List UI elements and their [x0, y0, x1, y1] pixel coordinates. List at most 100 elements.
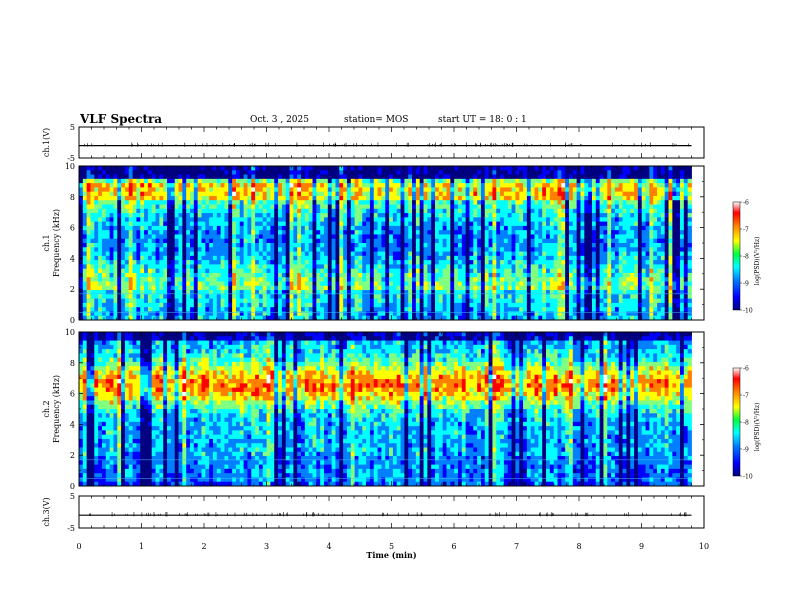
spectrogram-cell — [193, 238, 199, 244]
spectrogram-cell — [247, 204, 252, 210]
spectrogram-cell — [473, 187, 478, 193]
spectrogram-cell — [446, 272, 451, 278]
spectrogram-cell — [289, 200, 294, 205]
spectrogram-cell — [465, 307, 470, 312]
spectrogram-cell — [454, 285, 459, 291]
spectrogram-cell — [362, 170, 367, 175]
spectrogram-cell — [301, 281, 306, 287]
spectrogram-cell — [480, 166, 486, 171]
spectrogram-cell — [404, 264, 409, 270]
spectrogram-cell — [304, 307, 310, 312]
spectrogram-cell — [289, 238, 294, 244]
spectrogram-cell — [346, 260, 352, 265]
spectrogram-cell — [373, 290, 378, 295]
spectrogram-cell — [339, 170, 344, 175]
spectrogram-cell — [362, 200, 367, 205]
spectrogram-cell — [132, 243, 137, 248]
spectrogram-cell — [205, 264, 210, 270]
spectrogram-cell — [301, 178, 306, 184]
spectrogram-cell — [381, 230, 386, 235]
spectrogram-cell — [170, 285, 176, 291]
spectrogram-cell — [301, 187, 306, 193]
spectrogram-cell — [186, 260, 191, 265]
spectrogram-cell — [507, 247, 512, 252]
spectrogram-cell — [82, 294, 88, 300]
spectrogram-cell — [312, 238, 317, 244]
spectrogram-cell — [377, 204, 382, 210]
spectrogram-cell — [358, 178, 363, 184]
spectrogram-cell — [140, 187, 145, 193]
spectrogram-cell — [117, 195, 122, 201]
spectrogram-cell — [320, 230, 325, 235]
spectrogram-cell — [147, 260, 153, 265]
spectrogram-cell — [339, 294, 344, 300]
spectrogram-cell — [197, 298, 202, 304]
spectrogram-cell — [262, 315, 267, 321]
spectrogram-cell — [438, 174, 444, 180]
spectrogram-cell — [500, 183, 505, 188]
spectrogram-cell — [297, 195, 302, 201]
spectrogram-cell — [205, 247, 210, 252]
spectrogram-cell — [270, 315, 275, 321]
spectrogram-cell — [101, 294, 107, 300]
spectrogram-cell — [285, 315, 290, 321]
spectrogram-cell — [423, 183, 428, 188]
spectrogram-cell — [465, 315, 470, 321]
spectrogram-cell — [312, 260, 317, 265]
spectrogram-cell — [480, 174, 486, 180]
spectrogram-cell — [324, 277, 329, 282]
spectrogram-cell — [350, 183, 356, 188]
spectrogram-cell — [339, 285, 344, 291]
spectrogram-cell — [109, 290, 114, 295]
spectrogram-cell — [266, 307, 271, 312]
spectrogram-cell — [205, 311, 210, 317]
spectrogram-cell — [339, 200, 344, 205]
spectrogram-cell — [576, 217, 581, 223]
spectrogram-cell — [170, 178, 176, 184]
spectrogram-cell — [128, 183, 133, 188]
spectrogram-cell — [178, 243, 183, 248]
spectrogram-cell — [496, 251, 501, 257]
spectrogram-cell — [186, 285, 191, 291]
spectrogram-cell — [515, 311, 520, 317]
spectrogram-cell — [301, 290, 306, 295]
spectrogram-cell — [239, 238, 245, 244]
spectrogram-cell — [281, 230, 287, 235]
spectrogram-cell — [235, 302, 241, 308]
spectrogram-cell — [94, 251, 99, 257]
spectrogram-cell — [519, 191, 524, 197]
spectrogram-cell — [457, 221, 463, 227]
spectrogram-cell — [128, 217, 133, 223]
spectrogram-cell — [278, 243, 283, 248]
spectrogram-cell — [381, 166, 386, 171]
spectrogram-cell — [82, 195, 88, 201]
spectrogram-cell — [572, 191, 578, 197]
spectrogram-cell — [569, 285, 574, 291]
spectrogram-cell — [220, 260, 225, 265]
spectrogram-cell — [228, 247, 233, 252]
spectrogram-cell — [511, 183, 516, 188]
spectrogram-cell — [167, 255, 172, 261]
spectrogram-cell — [446, 243, 451, 248]
spectrogram-cell — [159, 187, 164, 193]
spectrogram-cell — [109, 315, 114, 321]
spectrogram-cell — [488, 225, 493, 231]
spectrogram-cell — [435, 213, 440, 218]
spectrogram-cell — [385, 208, 390, 214]
spectrogram-cell — [101, 234, 107, 240]
spectrogram-cell — [224, 238, 229, 244]
spectrogram-cell — [224, 298, 229, 304]
spectrogram-cell — [546, 294, 551, 300]
spectrogram-cell — [572, 208, 578, 214]
spectrogram-cell — [542, 255, 547, 261]
spectrogram-cell — [224, 302, 229, 308]
spectrogram-cell — [140, 307, 145, 312]
spectrogram-cell — [316, 183, 321, 188]
spectrogram-cell — [109, 183, 114, 188]
spectrogram-cell — [331, 170, 336, 175]
spectrogram-cell — [235, 208, 241, 214]
spectrogram-cell — [427, 290, 432, 295]
spectrogram-cell — [373, 238, 378, 244]
spectrogram-cell — [373, 178, 378, 184]
spectrogram-cell — [339, 208, 344, 214]
